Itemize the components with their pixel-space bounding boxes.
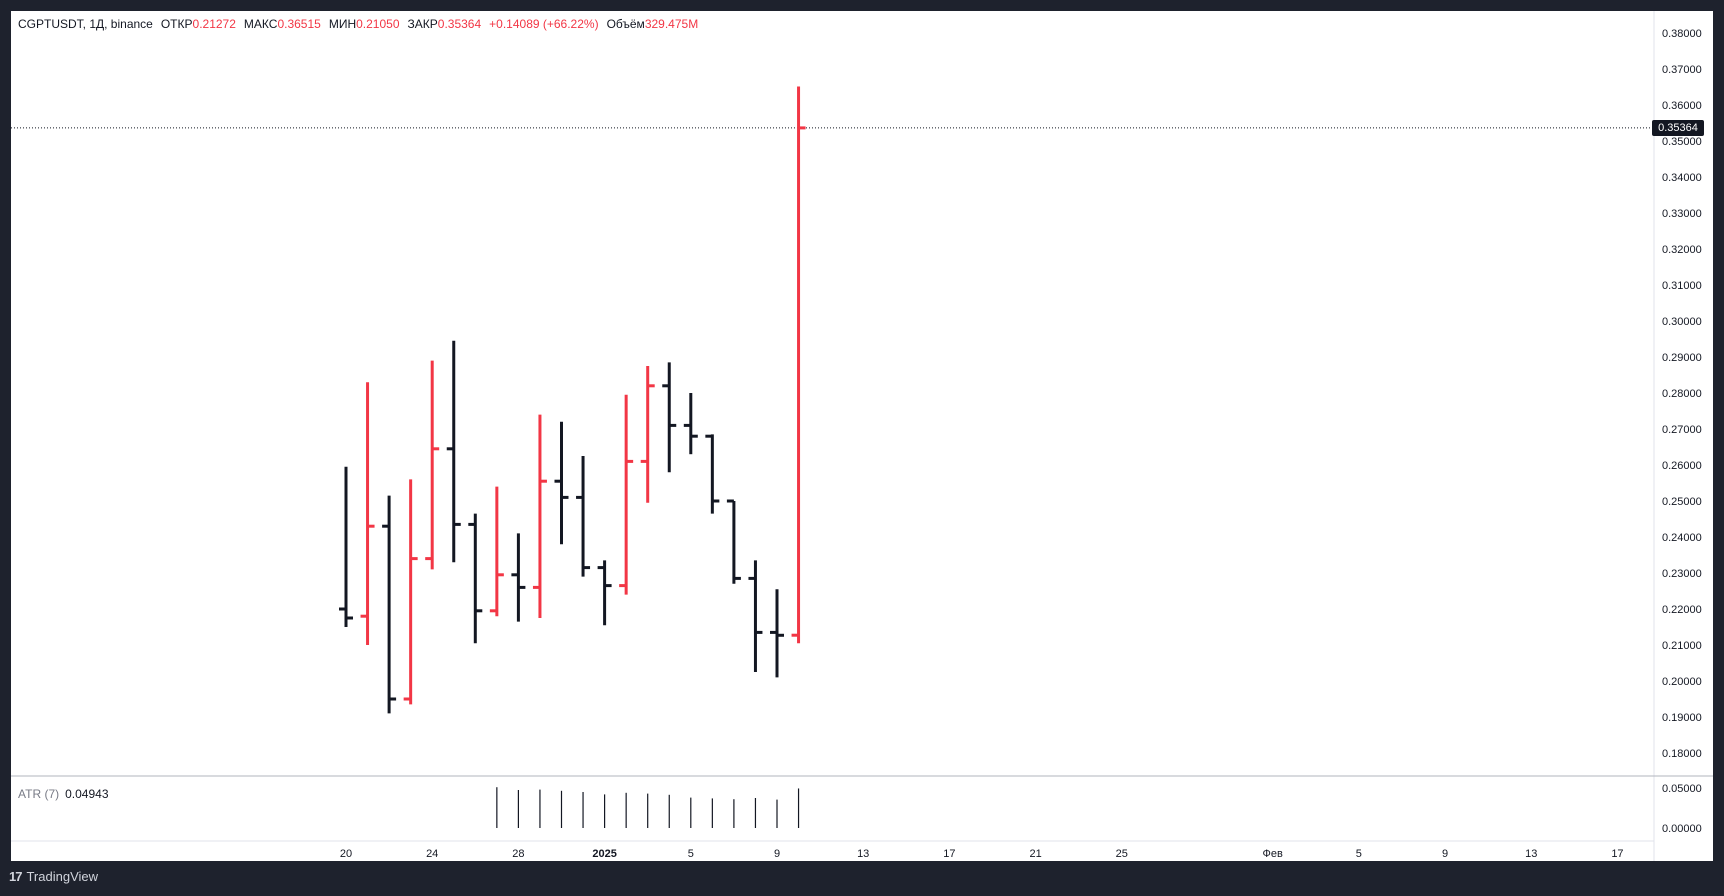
- y-tick-label: 0.35000: [1662, 136, 1702, 148]
- legend-high-label: МАКС: [243, 17, 278, 31]
- legend-symbol[interactable]: CGPTUSDT, 1Д, binance: [18, 17, 153, 31]
- legend-high-value: 0.36515: [277, 17, 321, 31]
- ohlc-legend: CGPTUSDT, 1Д, binance ОТКР 0.21272 МАКС 0.…: [18, 17, 698, 31]
- x-tick-label: 5: [1356, 848, 1362, 860]
- chart-frame[interactable]: 0.38000 0.37000 0.36000 0.35000 0.34000 0.330…: [11, 11, 1713, 861]
- x-tick-label: 21: [1029, 848, 1041, 860]
- x-tick-label: 9: [774, 848, 780, 860]
- legend-low-label: МИН: [328, 17, 357, 31]
- y-tick-label: 0.31000: [1662, 280, 1702, 292]
- y-tick-label: 0.20000: [1662, 676, 1702, 688]
- y-tick-label: 0.23000: [1662, 568, 1702, 580]
- y-tick-label: 0.27000: [1662, 424, 1702, 436]
- y-tick-label: 0.38000: [1662, 28, 1702, 40]
- y-tick-label: 0.29000: [1662, 352, 1702, 364]
- legend-open-value: 0.21272: [192, 17, 236, 31]
- y-tick-label: 0.19000: [1662, 712, 1702, 724]
- x-tick-label: Фев: [1262, 848, 1282, 860]
- x-tick-label: 9: [1442, 848, 1448, 860]
- y-tick-label: 0.33000: [1662, 208, 1702, 220]
- y-tick-label: 0.30000: [1662, 316, 1702, 328]
- y-tick-label: 0.24000: [1662, 532, 1702, 544]
- atr-legend[interactable]: ATR (7) 0.04943: [18, 787, 109, 801]
- x-tick-label: 20: [340, 848, 352, 860]
- legend-open-label: ОТКР: [160, 17, 193, 31]
- legend-low-value: 0.21050: [356, 17, 400, 31]
- y-tick-label: 0.18000: [1662, 748, 1702, 760]
- atr-value: 0.04943: [65, 787, 109, 801]
- y-tick-label: 0.25000: [1662, 496, 1702, 508]
- legend-close-label: ЗАКР: [407, 17, 438, 31]
- atr-label: ATR (7): [18, 787, 60, 801]
- x-tick-label: 24: [426, 848, 438, 860]
- x-tick-label: 13: [857, 848, 869, 860]
- y-tick-label: 0.21000: [1662, 640, 1702, 652]
- x-tick-label: 13: [1525, 848, 1537, 860]
- last-price-badge: 0.35364: [1652, 120, 1704, 136]
- y-tick-label: 0.26000: [1662, 460, 1702, 472]
- x-tick-label: 28: [512, 848, 524, 860]
- footer: 17 TradingView: [9, 869, 98, 884]
- y-tick-label: 0.34000: [1662, 172, 1702, 184]
- x-tick-label: 5: [688, 848, 694, 860]
- y-tick-label: 0.37000: [1662, 64, 1702, 76]
- y-tick-label: 0.28000: [1662, 388, 1702, 400]
- tradingview-logo-icon[interactable]: 17: [9, 869, 23, 884]
- y-tick-label: 0.36000: [1662, 100, 1702, 112]
- atr-y-tick-label: 0.05000: [1662, 783, 1702, 795]
- x-tick-label: 25: [1116, 848, 1128, 860]
- legend-close-value: 0.35364: [437, 17, 482, 31]
- x-tick-label: 17: [1611, 848, 1623, 860]
- legend-volume-value: 329.475M: [644, 17, 699, 31]
- x-tick-label: 17: [943, 848, 955, 860]
- y-tick-label: 0.32000: [1662, 244, 1702, 256]
- legend-volume-label: Объём: [606, 17, 645, 31]
- chart-canvas[interactable]: 0.38000 0.37000 0.36000 0.35000 0.34000 0.330…: [11, 11, 1713, 861]
- y-tick-label: 0.22000: [1662, 604, 1702, 616]
- x-tick-label: 2025: [592, 848, 616, 860]
- brand-name[interactable]: TradingView: [26, 869, 99, 884]
- atr-y-tick-label: 0.00000: [1662, 823, 1702, 835]
- legend-change-value: +0.14089 (+66.22%): [489, 17, 599, 31]
